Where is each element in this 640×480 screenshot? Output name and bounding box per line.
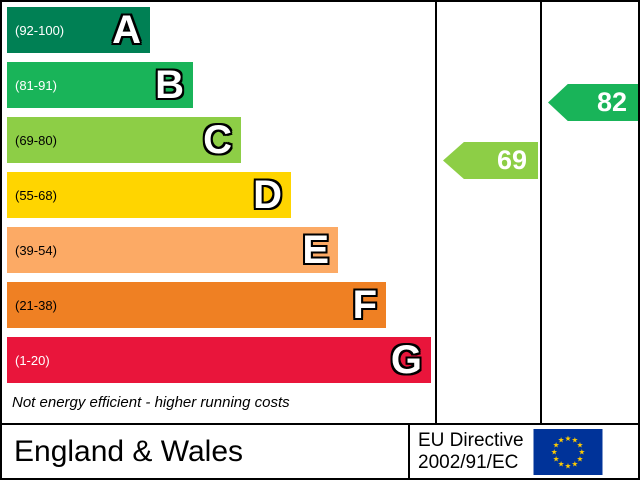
svg-text:★: ★ bbox=[571, 459, 578, 468]
eu-directive-line1: EU Directive bbox=[418, 429, 524, 451]
svg-text:★: ★ bbox=[552, 454, 559, 463]
eu-flag-icon: ★ ★ ★ ★ ★ ★ ★ ★ ★ ★ ★ ★ bbox=[533, 428, 603, 475]
footer-directive-cell: EU Directive 2002/91/EC ★ ★ ★ ★ ★ ★ ★ ★ … bbox=[410, 425, 638, 478]
band-range-label: (92-100) bbox=[15, 22, 65, 38]
svg-text:★: ★ bbox=[578, 447, 585, 456]
epc-band-e: (39-54) E bbox=[7, 227, 338, 273]
footer-region-cell: England & Wales bbox=[2, 425, 410, 478]
region-label: England & Wales bbox=[14, 434, 244, 468]
certificate-footer: England & Wales EU Directive 2002/91/EC … bbox=[2, 425, 638, 478]
current-rating-arrow: 69 bbox=[443, 142, 538, 179]
eu-directive-line2: 2002/91/EC bbox=[418, 451, 519, 473]
svg-text:★: ★ bbox=[550, 447, 557, 456]
potential-rating-arrow: 82 bbox=[548, 84, 638, 121]
band-range-label: (39-54) bbox=[15, 242, 57, 258]
svg-text:★: ★ bbox=[576, 440, 583, 449]
rating-chart-area: (92-100) A (81-91) B (69-80) C (55-68) D… bbox=[2, 2, 638, 425]
potential-rating-value: 82 bbox=[596, 87, 627, 117]
svg-text:★: ★ bbox=[552, 440, 559, 449]
efficiency-footnote: Not energy efficient - higher running co… bbox=[12, 394, 290, 411]
epc-band-d: (55-68) D bbox=[7, 172, 291, 218]
band-range-label: (1-20) bbox=[15, 352, 50, 368]
potential-column-divider bbox=[540, 2, 542, 423]
band-range-label: (55-68) bbox=[15, 187, 57, 203]
band-letter: C bbox=[203, 118, 232, 162]
epc-band-a: (92-100) A bbox=[7, 7, 150, 53]
svg-text:★: ★ bbox=[557, 459, 564, 468]
svg-text:★: ★ bbox=[564, 433, 571, 442]
eu-directive-label: EU Directive 2002/91/EC bbox=[418, 430, 524, 474]
epc-band-g: (1-20) G bbox=[7, 337, 431, 383]
band-letter: B bbox=[155, 63, 184, 107]
svg-text:★: ★ bbox=[571, 435, 578, 444]
current-column-divider bbox=[435, 2, 437, 423]
svg-text:★: ★ bbox=[576, 454, 583, 463]
svg-text:★: ★ bbox=[557, 435, 564, 444]
epc-band-f: (21-38) F bbox=[7, 282, 386, 328]
band-range-label: (81-91) bbox=[15, 77, 57, 93]
band-letter: F bbox=[352, 283, 377, 327]
band-letter: G bbox=[390, 338, 422, 382]
epc-band-b: (81-91) B bbox=[7, 62, 193, 108]
svg-text:★: ★ bbox=[564, 461, 571, 470]
band-range-label: (21-38) bbox=[15, 297, 57, 313]
band-letter: A bbox=[112, 8, 141, 52]
current-rating-value: 69 bbox=[496, 145, 527, 175]
band-range-label: (69-80) bbox=[15, 132, 57, 148]
epc-band-c: (69-80) C bbox=[7, 117, 241, 163]
band-letter: E bbox=[302, 228, 329, 272]
band-letter: D bbox=[253, 173, 282, 217]
